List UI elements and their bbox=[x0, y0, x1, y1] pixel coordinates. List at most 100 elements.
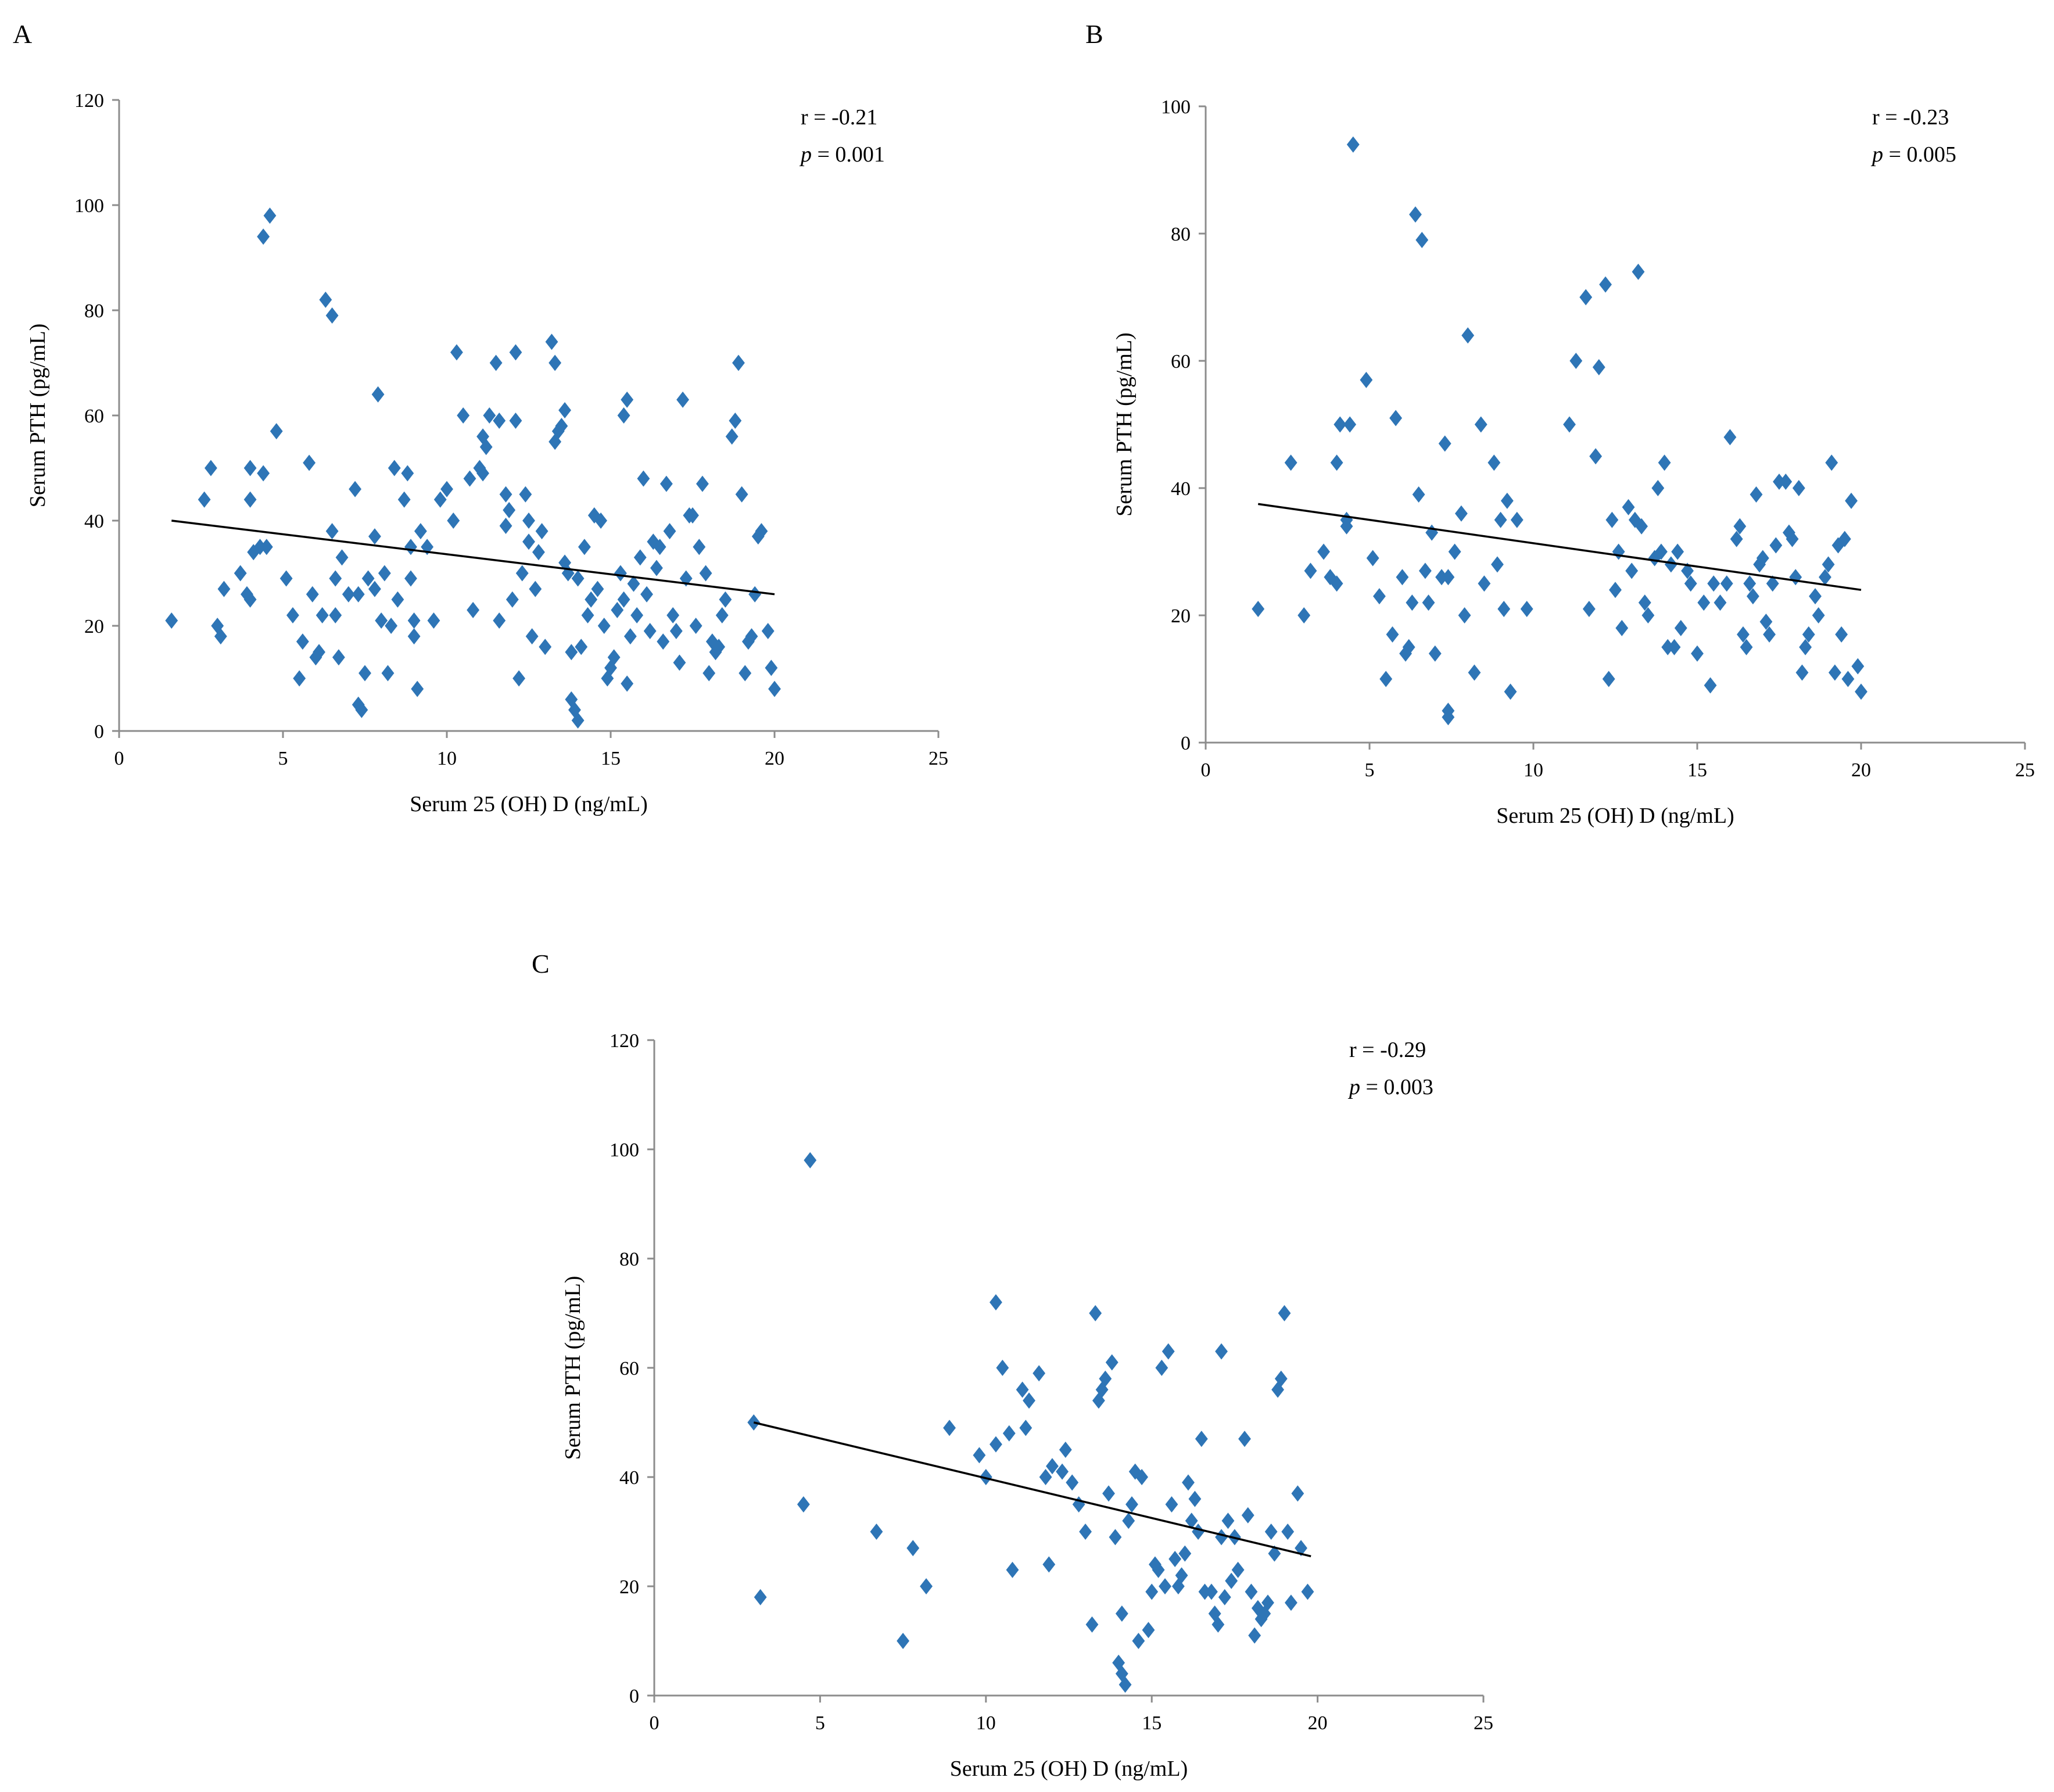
data-point bbox=[1461, 327, 1475, 344]
x-tick-label: 15 bbox=[601, 748, 621, 769]
data-point bbox=[440, 481, 453, 497]
data-point bbox=[535, 523, 549, 540]
data-point bbox=[1664, 556, 1677, 573]
r-value-a: r = -0.21 bbox=[801, 105, 878, 130]
data-point bbox=[1268, 1545, 1281, 1562]
data-point bbox=[407, 612, 421, 629]
data-point bbox=[637, 470, 650, 487]
data-point bbox=[1033, 1365, 1046, 1382]
data-point bbox=[1182, 1474, 1195, 1491]
data-point bbox=[1625, 562, 1639, 579]
x-tick-label: 20 bbox=[1851, 759, 1871, 781]
data-point bbox=[539, 639, 552, 655]
y-tick-label: 80 bbox=[619, 1249, 639, 1270]
data-point bbox=[1458, 607, 1471, 623]
data-point bbox=[1215, 1343, 1228, 1360]
x-tick-label: 25 bbox=[929, 748, 948, 769]
data-point bbox=[1109, 1529, 1122, 1546]
data-point bbox=[1165, 1496, 1178, 1513]
data-point bbox=[1691, 645, 1704, 662]
data-point bbox=[457, 407, 470, 424]
data-point bbox=[483, 407, 496, 424]
data-point bbox=[1002, 1425, 1016, 1442]
data-point bbox=[1059, 1442, 1072, 1458]
panel-label-b: B bbox=[1085, 19, 1103, 49]
data-point bbox=[1105, 1354, 1119, 1371]
data-point bbox=[391, 591, 404, 608]
data-point bbox=[979, 1469, 992, 1485]
data-point bbox=[1763, 626, 1776, 643]
data-point bbox=[623, 628, 637, 645]
r-value-c: r = -0.29 bbox=[1349, 1038, 1426, 1062]
data-point bbox=[920, 1578, 933, 1594]
data-point bbox=[594, 512, 607, 529]
data-point bbox=[617, 407, 630, 424]
data-point bbox=[659, 475, 673, 492]
data-point bbox=[1085, 1616, 1099, 1633]
data-point bbox=[1152, 1561, 1165, 1578]
data-point bbox=[1099, 1370, 1112, 1387]
data-point bbox=[1609, 582, 1622, 598]
data-point bbox=[1115, 1665, 1128, 1682]
data-point bbox=[1855, 683, 1867, 700]
data-point bbox=[260, 539, 273, 555]
data-point bbox=[1284, 454, 1297, 471]
data-point bbox=[1295, 1540, 1307, 1557]
data-point bbox=[669, 623, 683, 640]
data-point bbox=[467, 601, 480, 618]
data-point bbox=[1145, 1583, 1159, 1600]
data-point bbox=[433, 491, 447, 508]
data-point bbox=[214, 628, 227, 645]
data-point bbox=[1241, 1507, 1254, 1524]
data-point bbox=[1132, 1633, 1145, 1649]
data-point bbox=[768, 680, 781, 697]
data-point bbox=[1317, 543, 1330, 560]
data-point bbox=[1668, 639, 1681, 655]
data-point bbox=[1786, 531, 1799, 547]
data-point bbox=[1006, 1561, 1019, 1578]
data-point bbox=[1494, 511, 1507, 528]
data-point bbox=[381, 665, 395, 682]
data-point bbox=[601, 670, 614, 687]
data-point bbox=[587, 507, 601, 524]
data-point bbox=[1753, 556, 1766, 573]
data-point bbox=[578, 539, 591, 555]
data-point bbox=[1185, 1513, 1198, 1529]
data-point bbox=[1016, 1381, 1029, 1398]
x-tick-label: 15 bbox=[1687, 759, 1707, 781]
scatter-chart-a: 0 5 10 15 20 25 0 20 40 60 80 100 120 Serum 25 (OH) D… bbox=[26, 90, 948, 816]
data-point bbox=[748, 586, 762, 603]
data-point bbox=[1759, 613, 1773, 630]
data-point bbox=[990, 1294, 1002, 1311]
data-point bbox=[529, 580, 542, 597]
data-point bbox=[1122, 1513, 1135, 1529]
data-point bbox=[1211, 1616, 1225, 1633]
data-point bbox=[653, 539, 666, 555]
x-axis-title: Serum 25 (OH) D (ng/mL) bbox=[950, 1757, 1188, 1781]
data-point bbox=[506, 591, 519, 608]
data-point bbox=[1102, 1485, 1115, 1502]
x-tick-label: 0 bbox=[114, 748, 124, 769]
data-point bbox=[1409, 206, 1422, 223]
data-point bbox=[270, 423, 283, 440]
data-point bbox=[493, 413, 506, 429]
data-point bbox=[1231, 1561, 1245, 1578]
y-tick-label: 120 bbox=[610, 1030, 639, 1052]
data-point bbox=[1681, 562, 1694, 579]
data-point bbox=[709, 644, 722, 661]
data-point bbox=[1428, 645, 1442, 662]
data-point bbox=[1809, 588, 1822, 605]
data-point bbox=[198, 491, 211, 508]
data-point bbox=[1278, 1305, 1291, 1321]
data-point bbox=[1301, 1583, 1314, 1600]
data-point bbox=[243, 591, 257, 608]
data-point bbox=[735, 486, 748, 503]
data-point bbox=[313, 644, 325, 661]
x-tick-label: 0 bbox=[650, 1712, 659, 1734]
data-point bbox=[1789, 569, 1802, 586]
data-point bbox=[1079, 1524, 1092, 1540]
y-tick-label: 20 bbox=[1171, 605, 1191, 627]
data-point bbox=[870, 1524, 883, 1540]
data-point bbox=[1504, 683, 1517, 700]
